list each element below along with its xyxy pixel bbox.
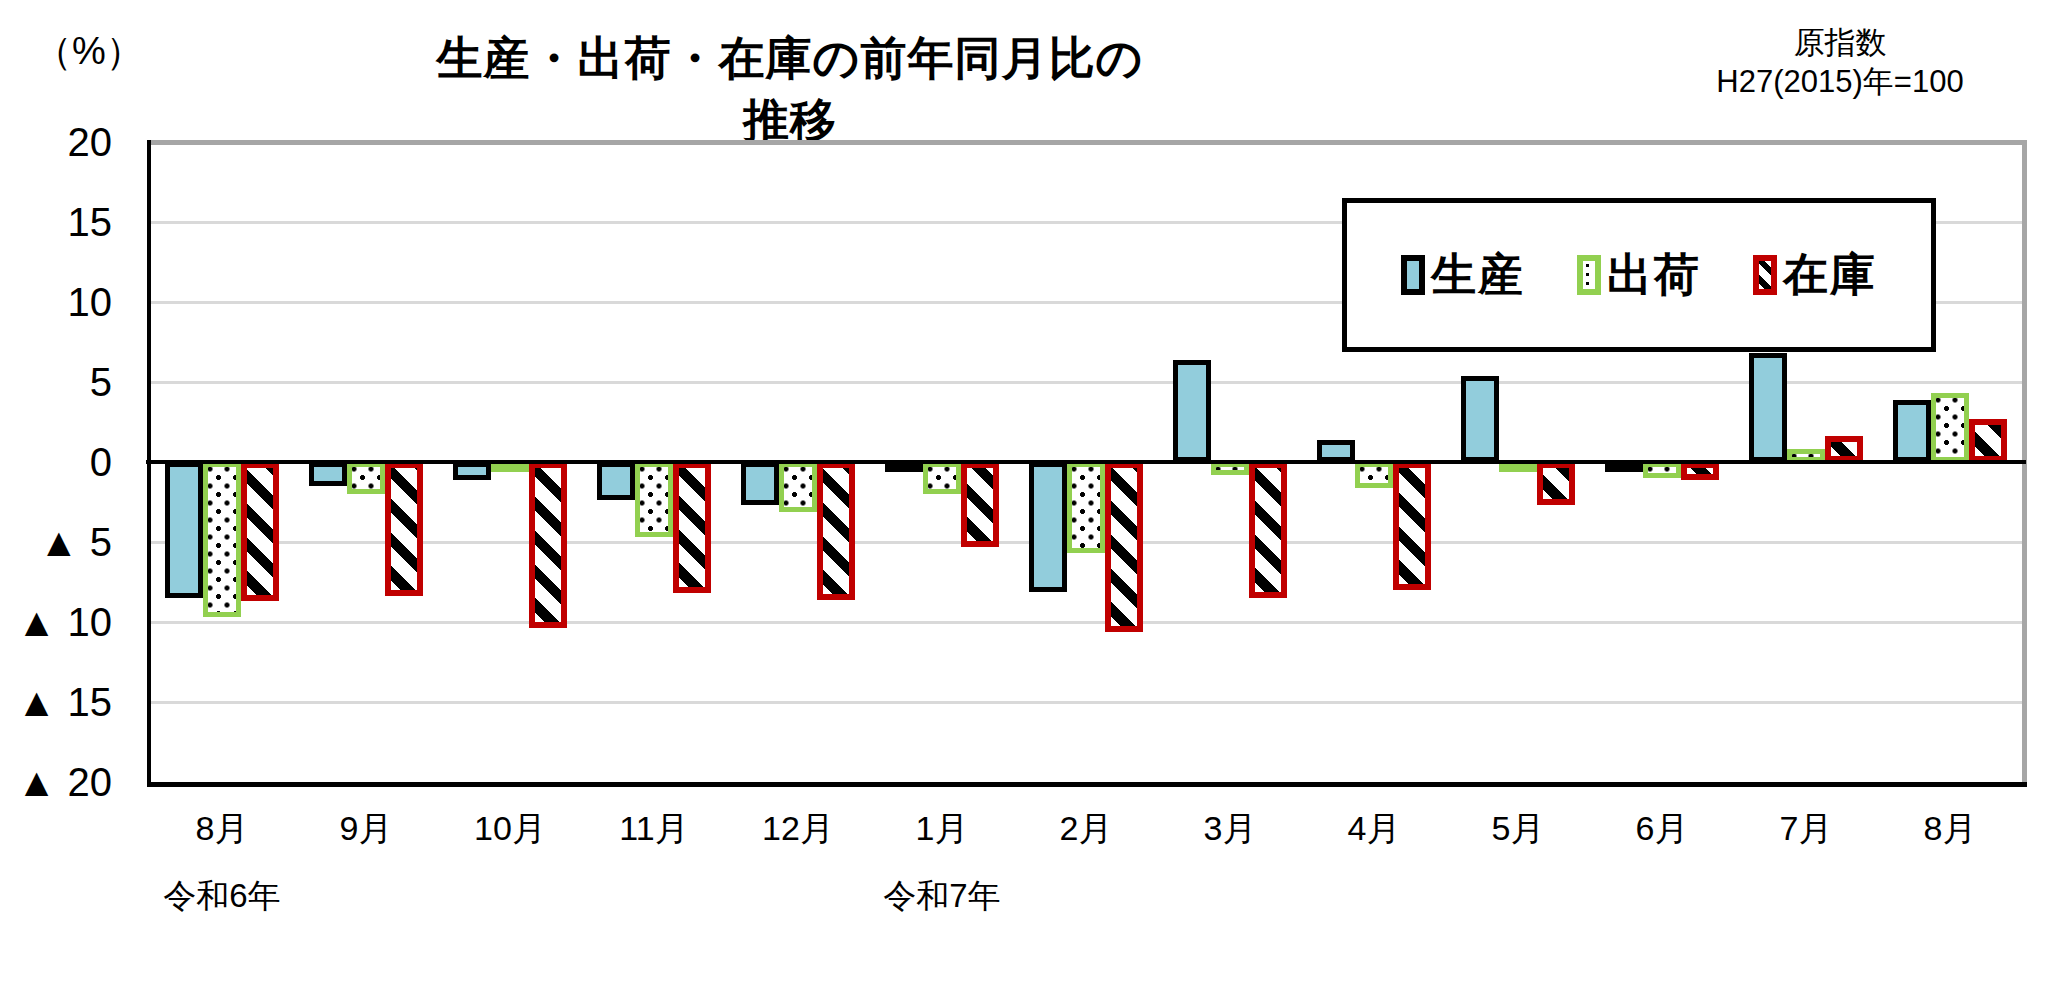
x-tick-label-7-3月: 3月	[1158, 806, 1302, 852]
y-tick-label-15: 15	[0, 202, 112, 242]
bar-inventory-3月-7	[1249, 462, 1287, 598]
bar-production-8月-0	[165, 462, 203, 598]
bar-inventory-2月-6	[1105, 462, 1143, 632]
x-tick-label-6-2月: 2月	[1014, 806, 1158, 852]
x-tick-label-0-8月: 8月	[150, 806, 294, 852]
legend-item-inventory: 在庫	[1753, 245, 1877, 305]
x-tick-label-2-10月: 10月	[438, 806, 582, 852]
x-axis-bottom-line	[147, 782, 2027, 787]
shipment-swatch-icon	[1577, 255, 1601, 295]
bar-shipment-9月-1	[347, 462, 385, 494]
y-tick-label--10: ▲ 10	[0, 602, 112, 642]
bar-inventory-6月-10	[1681, 462, 1719, 480]
legend-item-shipment: 出荷	[1577, 245, 1701, 305]
bar-inventory-8月-0	[241, 462, 279, 601]
legend-label-shipment: 出荷	[1607, 245, 1701, 305]
bar-production-4月-8	[1317, 440, 1355, 462]
bar-inventory-7月-11	[1825, 436, 1863, 462]
plot-area: 20151050▲ 5▲ 10▲ 15▲ 208月9月10月11月12月1月2月…	[0, 0, 2057, 984]
gridline--10	[150, 621, 2022, 624]
bar-production-10月-2	[453, 462, 491, 480]
bar-inventory-12月-4	[817, 462, 855, 600]
y-tick-label-5: 5	[0, 362, 112, 402]
bar-shipment-8月-12	[1931, 393, 1969, 462]
gridline--15	[150, 701, 2022, 704]
bar-shipment-1月-5	[923, 462, 961, 494]
bar-inventory-11月-3	[673, 462, 711, 593]
x-tick-label-3-11月: 11月	[582, 806, 726, 852]
bar-production-2月-6	[1029, 462, 1067, 592]
bar-production-12月-4	[741, 462, 779, 505]
era-label-令和6年: 令和6年	[92, 874, 352, 919]
inventory-swatch-icon	[1753, 255, 1777, 295]
legend-label-production: 生産	[1431, 245, 1525, 305]
gridline-5	[150, 381, 2022, 384]
bar-inventory-1月-5	[961, 462, 999, 547]
y-tick-label-10: 10	[0, 282, 112, 322]
bar-shipment-11月-3	[635, 462, 673, 537]
bar-production-3月-7	[1173, 360, 1211, 462]
bar-production-8月-12	[1893, 400, 1931, 462]
x-tick-label-4-12月: 12月	[726, 806, 870, 852]
y-tick-label-0: 0	[0, 442, 112, 482]
bar-inventory-9月-1	[385, 462, 423, 596]
zero-axis-line	[146, 460, 2026, 464]
bar-shipment-2月-6	[1067, 462, 1105, 553]
bar-production-7月-11	[1749, 353, 1787, 462]
bar-inventory-5月-9	[1537, 462, 1575, 505]
bar-shipment-12月-4	[779, 462, 817, 512]
y-tick-label--15: ▲ 15	[0, 682, 112, 722]
bar-production-9月-1	[309, 462, 347, 486]
bar-inventory-8月-12	[1969, 419, 2007, 462]
x-tick-label-11-7月: 7月	[1734, 806, 1878, 852]
legend-label-inventory: 在庫	[1783, 245, 1877, 305]
x-tick-label-8-4月: 4月	[1302, 806, 1446, 852]
bar-shipment-8月-0	[203, 462, 241, 617]
era-label-令和7年: 令和7年	[812, 874, 1072, 919]
x-tick-label-10-6月: 6月	[1590, 806, 1734, 852]
bar-production-5月-9	[1461, 376, 1499, 462]
x-tick-label-12-8月: 8月	[1878, 806, 2022, 852]
bar-inventory-10月-2	[529, 462, 567, 628]
bar-shipment-6月-10	[1643, 462, 1681, 478]
legend-item-production: 生産	[1401, 245, 1525, 305]
bar-production-11月-3	[597, 462, 635, 500]
bar-shipment-4月-8	[1355, 462, 1393, 488]
x-tick-label-1-9月: 9月	[294, 806, 438, 852]
chart-legend: 生産 出荷 在庫	[1342, 198, 1936, 352]
production-swatch-icon	[1401, 255, 1425, 295]
bar-inventory-4月-8	[1393, 462, 1431, 590]
y-tick-label-20: 20	[0, 122, 112, 162]
y-tick-label--5: ▲ 5	[0, 522, 112, 562]
plot-border-top	[150, 140, 2027, 145]
x-tick-label-5-1月: 1月	[870, 806, 1014, 852]
y-tick-label--20: ▲ 20	[0, 762, 112, 802]
x-tick-label-9-5月: 5月	[1446, 806, 1590, 852]
